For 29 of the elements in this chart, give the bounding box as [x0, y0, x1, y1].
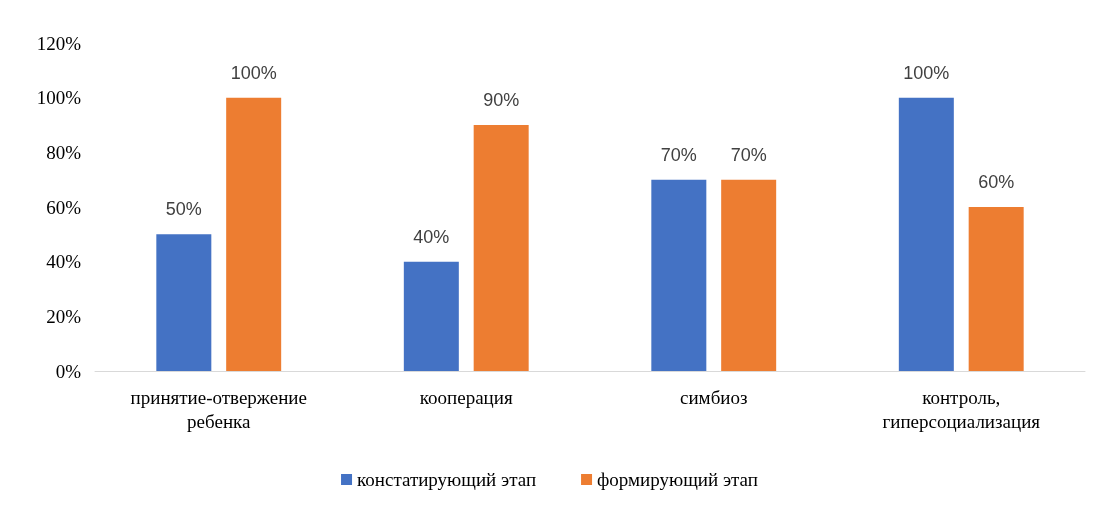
- bar: [156, 234, 212, 371]
- y-tick-label: 100%: [36, 87, 82, 109]
- bar: [968, 207, 1024, 371]
- y-tick-label: 40%: [46, 251, 82, 273]
- data-label: 60%: [978, 172, 1015, 192]
- data-label: 70%: [660, 144, 697, 165]
- y-tick-label: 20%: [46, 305, 82, 327]
- data-label: 100%: [230, 62, 277, 83]
- legend-label: констатирующий этап: [357, 469, 537, 490]
- legend-label: формирующий этап: [597, 469, 758, 490]
- data-label: 90%: [483, 90, 520, 110]
- bar: [721, 179, 777, 371]
- x-tick-label: принятие-отвержение ребенка: [130, 386, 307, 432]
- data-label: 100%: [903, 62, 950, 83]
- bar: [473, 125, 529, 371]
- bar: [651, 179, 707, 371]
- y-tick-label: 120%: [36, 32, 82, 54]
- y-tick-label: 60%: [46, 196, 82, 218]
- bar: [403, 261, 459, 371]
- x-tick-label: контроль, гиперсоциализация: [882, 386, 1041, 432]
- bar: [898, 97, 954, 371]
- data-label: 50%: [165, 199, 202, 220]
- x-tick-label: симбиоз: [680, 386, 748, 408]
- y-tick-label: 0%: [55, 360, 82, 382]
- data-label: 40%: [413, 226, 450, 247]
- data-label: 70%: [730, 144, 767, 165]
- y-tick-label: 80%: [46, 141, 82, 163]
- x-tick-label: кооперация: [419, 386, 513, 408]
- bar: [226, 97, 282, 371]
